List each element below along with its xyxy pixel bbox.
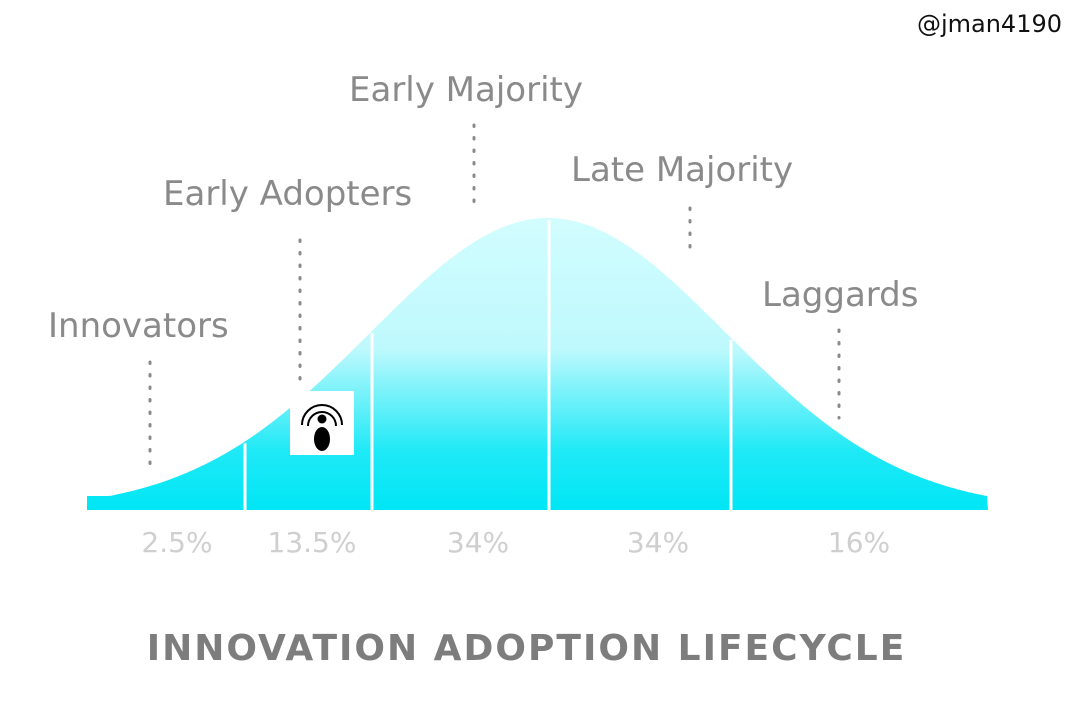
- diagram-title: INNOVATION ADOPTION LIFECYCLE: [146, 628, 907, 669]
- segment-percent-innovators: 2.5%: [141, 526, 213, 559]
- person-broadcast-icon-graphic: [301, 404, 343, 451]
- person-broadcast-icon: [290, 391, 354, 455]
- segment-label-early-adopters: Early Adopters: [163, 174, 413, 214]
- segment-dividers: [243, 220, 733, 510]
- label-leader-lines: [148, 123, 841, 468]
- segment-label-innovators: Innovators: [48, 306, 229, 346]
- author-handle: @jman4190: [916, 10, 1062, 38]
- segment-label-early-majority: Early Majority: [349, 70, 583, 110]
- segment-percent-early-majority: 34%: [446, 526, 510, 559]
- segment-percent-laggards: 16%: [827, 526, 891, 559]
- bell-curve: [87, 218, 988, 510]
- segment-percent-late-majority: 34%: [626, 526, 690, 559]
- segment-label-late-majority: Late Majority: [571, 150, 794, 190]
- segment-label-laggards: Laggards: [762, 275, 919, 315]
- segment-percent-early-adopters: 13.5%: [267, 526, 357, 559]
